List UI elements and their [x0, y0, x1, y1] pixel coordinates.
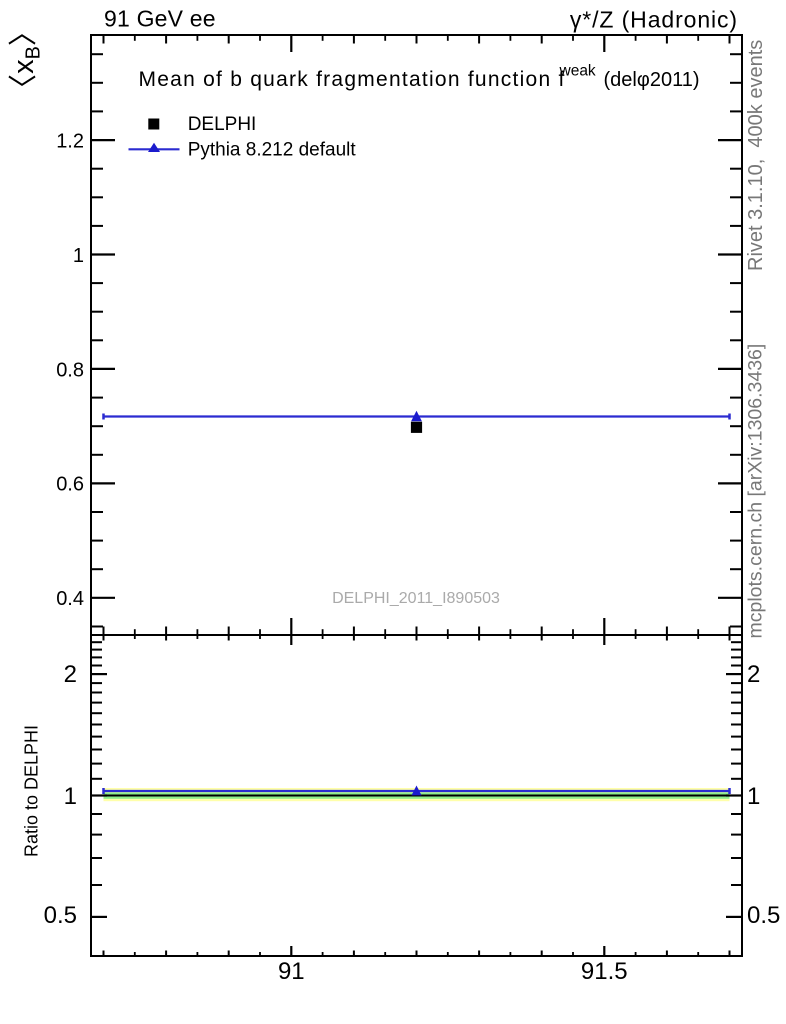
svg-text:Mean of b quark fragmentation: Mean of b quark fragmentation function f: [139, 68, 566, 91]
svg-text:Rivet 3.1.10, 400k events: Rivet 3.1.10, 400k events: [745, 40, 767, 271]
svg-text:γ*/Z (Hadronic): γ*/Z (Hadronic): [570, 7, 738, 33]
svg-text:0.4: 0.4: [56, 588, 84, 610]
svg-text:2: 2: [64, 661, 77, 688]
svg-text:0.5: 0.5: [747, 902, 780, 929]
svg-text:0.5: 0.5: [44, 902, 77, 929]
svg-text:1: 1: [73, 245, 84, 267]
svg-text:2: 2: [747, 661, 760, 688]
svg-text:91: 91: [278, 958, 305, 985]
svg-text:weak: weak: [559, 63, 596, 80]
svg-text:Pythia 8.212 default: Pythia 8.212 default: [188, 139, 357, 160]
svg-text:(delφ2011): (delφ2011): [604, 69, 700, 91]
svg-text:91.5: 91.5: [581, 958, 628, 985]
svg-text:1: 1: [747, 783, 760, 810]
svg-text:1: 1: [64, 783, 77, 810]
svg-text:91 GeV ee: 91 GeV ee: [104, 6, 216, 32]
svg-text:DELPHI_2011_I890503: DELPHI_2011_I890503: [332, 590, 500, 607]
svg-text:0.6: 0.6: [56, 474, 84, 496]
svg-text:1.2: 1.2: [56, 130, 84, 152]
svg-text:mcplots.cern.ch [arXiv:1306.34: mcplots.cern.ch [arXiv:1306.3436]: [745, 344, 767, 639]
svg-text:0.8: 0.8: [56, 359, 84, 381]
svg-text:〈xB〉: 〈xB〉: [8, 17, 45, 103]
svg-text:Ratio to DELPHI: Ratio to DELPHI: [22, 725, 42, 857]
svg-text:DELPHI: DELPHI: [188, 114, 257, 135]
